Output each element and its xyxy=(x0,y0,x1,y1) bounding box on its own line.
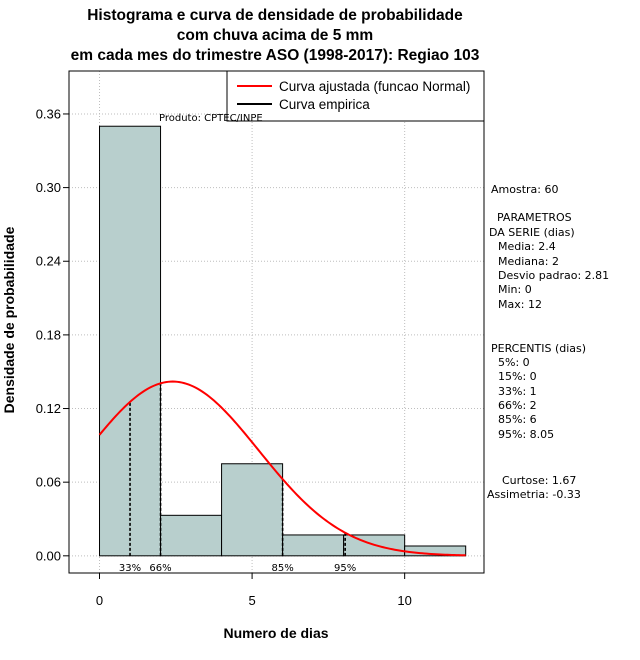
p95-text: 95%: 8.05 xyxy=(498,428,554,441)
legend-label-empirical: Curva empirica xyxy=(279,97,370,112)
p66-text: 66%: 2 xyxy=(498,399,537,412)
y-tick-label-2: 0.12 xyxy=(36,401,61,416)
histogram-bar-1 xyxy=(160,514,223,557)
fitted-normal-curve xyxy=(98,380,466,557)
percentile-label-2: 85% xyxy=(271,563,293,574)
legend-label-fitted: Curva ajustada (funcao Normal) xyxy=(279,79,470,94)
x-tick-label-0: 0 xyxy=(96,593,103,608)
y-axis-title: Densidade de probabilidade xyxy=(1,226,17,413)
amostra-text: Amostra: 60 xyxy=(491,183,558,196)
p15-text: 15%: 0 xyxy=(498,370,537,383)
y-tick-label-4: 0.24 xyxy=(36,254,61,269)
histogram-bar-0 xyxy=(99,125,162,557)
percentile-labels: 33% 66% 85% 95% xyxy=(119,563,356,574)
y-axis: 0.00 0.06 0.12 0.18 0.24 0.30 0.36 xyxy=(36,106,69,563)
x-axis-title: Numero de dias xyxy=(223,625,328,641)
chart-title-line-3: em cada mes do trimestre ASO (1998-2017)… xyxy=(71,47,480,64)
desvio-text: Desvio padrao: 2.81 xyxy=(498,269,609,282)
parametros-title-1: PARAMETROS xyxy=(497,211,572,224)
curtose-text: Curtose: 1.67 xyxy=(502,474,576,487)
chart-title-line-1: Histograma e curva de densidade de proba… xyxy=(87,7,463,24)
histogram-bars xyxy=(99,125,467,557)
p33-text: 33%: 1 xyxy=(498,385,537,398)
x-tick-label-1: 5 xyxy=(248,593,255,608)
parametros-title-2: DA SERIE (dias) xyxy=(489,226,575,239)
percentile-label-3: 95% xyxy=(334,563,356,574)
y-tick-label-6: 0.36 xyxy=(36,106,61,121)
p5-text: 5%: 0 xyxy=(498,356,530,369)
y-tick-label-1: 0.06 xyxy=(36,475,61,490)
histogram-bar-3 xyxy=(282,534,345,557)
y-tick-label-0: 0.00 xyxy=(36,548,61,563)
chart-title-line-2: com chuva acima de 5 mm xyxy=(177,27,373,44)
produto-label: Produto: CPTEC/INPE xyxy=(159,113,263,124)
media-text: Media: 2.4 xyxy=(498,240,556,253)
max-text: Max: 12 xyxy=(498,298,542,311)
legend-box xyxy=(226,70,485,122)
percentile-label-0: 33% xyxy=(119,563,141,574)
histogram-bar-2 xyxy=(221,463,284,557)
stats-panel: Amostra: 60 PARAMETROS DA SERIE (dias) M… xyxy=(487,183,609,501)
assimetria-text: Assimetria: -0.33 xyxy=(487,488,581,501)
percentis-title: PERCENTIS (dias) xyxy=(491,342,586,355)
y-tick-label-3: 0.18 xyxy=(36,327,61,342)
mediana-text: Mediana: 2 xyxy=(498,255,559,268)
legend: Curva ajustada (funcao Normal) Curva emp… xyxy=(226,70,485,122)
percentile-label-1: 66% xyxy=(149,563,171,574)
p85-text: 85%: 6 xyxy=(498,413,537,426)
y-tick-label-5: 0.30 xyxy=(36,180,61,195)
percentile-lines xyxy=(129,383,346,556)
min-text: Min: 0 xyxy=(498,283,532,296)
x-tick-label-2: 10 xyxy=(397,593,411,608)
x-axis: 0 5 10 xyxy=(96,573,412,608)
